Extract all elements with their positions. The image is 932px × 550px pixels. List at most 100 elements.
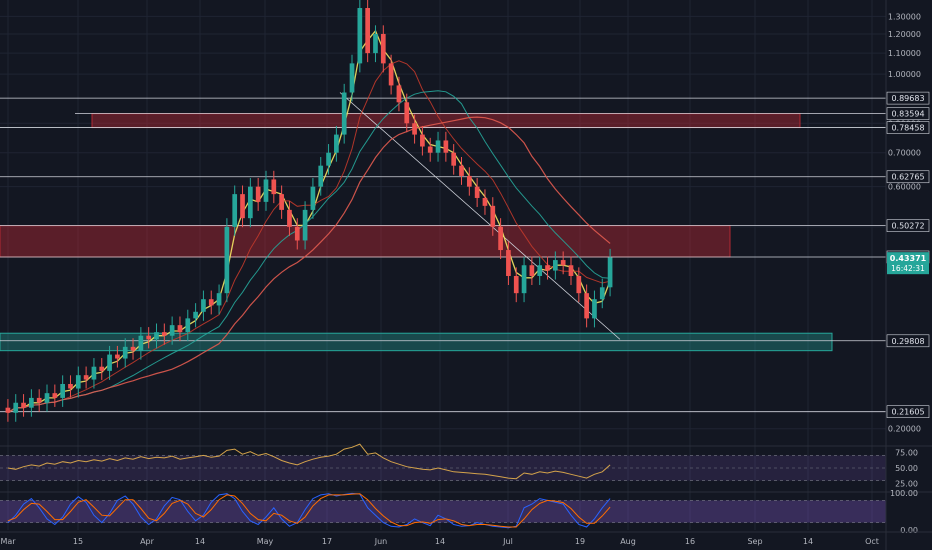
candle-body bbox=[232, 194, 238, 227]
price-line-label-box bbox=[886, 170, 930, 184]
candle-body bbox=[443, 140, 449, 153]
price-line-label-box bbox=[886, 219, 930, 232]
candle-body bbox=[513, 275, 519, 294]
candle-body bbox=[302, 209, 308, 241]
stoch-d-line bbox=[7, 493, 611, 528]
candle-body bbox=[91, 366, 97, 380]
candle-body bbox=[248, 186, 253, 219]
x-tick-label: Aug bbox=[620, 537, 636, 546]
x-tick-label: Apr bbox=[140, 537, 155, 546]
candle-body bbox=[560, 260, 566, 266]
rsi-tick-label: 50.00 bbox=[895, 464, 918, 473]
support-zone bbox=[0, 332, 833, 352]
x-tick-label: May bbox=[257, 537, 274, 546]
stoch-tick-label: 100.00 bbox=[890, 489, 918, 498]
candle-body bbox=[201, 299, 206, 312]
candle-body bbox=[474, 186, 480, 198]
y-tick-label: 1.30000 bbox=[888, 12, 921, 21]
candle-body bbox=[599, 287, 605, 300]
candle-body bbox=[263, 179, 269, 202]
candle-body bbox=[44, 393, 50, 403]
x-tick-label: 14 bbox=[803, 537, 813, 546]
candle-body bbox=[29, 397, 34, 408]
candle-body bbox=[357, 8, 363, 64]
x-tick-label: Jul bbox=[502, 537, 513, 546]
trend-line bbox=[339, 92, 621, 340]
price-line-label-box bbox=[886, 334, 930, 348]
rsi-panel: 75.00 50.00 25.00 bbox=[0, 443, 932, 489]
resistance-zone bbox=[91, 113, 801, 129]
current-price-label: 0.43371 bbox=[890, 254, 927, 263]
price-line-label-box bbox=[886, 121, 930, 134]
candle-body bbox=[169, 325, 175, 336]
price-line-label: 0.83594 bbox=[891, 110, 924, 119]
y-tick-label: 0.60000 bbox=[888, 183, 921, 192]
candle-body bbox=[584, 293, 589, 319]
candle-body bbox=[60, 383, 65, 398]
price-axis-labels: 1.300001.200001.100001.000000.800000.700… bbox=[886, 12, 930, 434]
candlestick-series bbox=[5, 0, 613, 422]
rsi-tick-label: 75.00 bbox=[895, 448, 918, 457]
price-line-label: 0.78458 bbox=[891, 124, 924, 133]
y-tick-label: 1.00000 bbox=[888, 70, 921, 79]
candle-body bbox=[521, 265, 527, 294]
candle-body bbox=[498, 226, 503, 251]
y-tick-label: 0.70000 bbox=[888, 149, 921, 158]
candle-body bbox=[576, 275, 582, 294]
candle-body bbox=[287, 209, 292, 227]
candle-body bbox=[545, 265, 550, 271]
ma-medium-line bbox=[7, 60, 611, 414]
candle-body bbox=[380, 33, 386, 64]
candle-body bbox=[310, 186, 316, 210]
candle-body bbox=[318, 165, 324, 187]
candle-body bbox=[154, 332, 159, 340]
stoch-k-line bbox=[7, 492, 611, 529]
candle-body bbox=[388, 63, 394, 86]
x-tick-label: 14 bbox=[435, 537, 445, 546]
candle-body bbox=[216, 293, 222, 306]
chart-grid bbox=[0, 0, 886, 530]
stoch-band bbox=[0, 500, 886, 523]
candle-body bbox=[21, 402, 26, 408]
candle-body bbox=[537, 265, 543, 276]
candle-body bbox=[255, 186, 261, 202]
candle-body bbox=[435, 140, 441, 153]
y-tick-label: 0.20000 bbox=[888, 425, 921, 434]
stoch-rsi-panel: 100.00 0.00 bbox=[0, 489, 932, 535]
x-tick-label: Oct bbox=[865, 537, 879, 546]
x-tick-label: Sep bbox=[747, 537, 762, 546]
candle-body bbox=[240, 194, 245, 219]
candle-body bbox=[326, 152, 331, 166]
candle-body bbox=[334, 134, 339, 153]
candle-body bbox=[529, 265, 535, 276]
candle-body bbox=[99, 366, 105, 371]
ma-long-line bbox=[7, 116, 611, 414]
candle-body bbox=[568, 265, 574, 276]
candle-body bbox=[466, 175, 472, 187]
candle-body bbox=[52, 393, 58, 398]
stoch-tick-label: 0.00 bbox=[900, 526, 918, 535]
candle-body bbox=[161, 332, 167, 336]
price-line-label: 0.50272 bbox=[891, 222, 924, 231]
candle-body bbox=[138, 335, 144, 351]
candle-body bbox=[451, 152, 457, 166]
candle-body bbox=[482, 197, 488, 206]
x-tick-label: 15 bbox=[73, 537, 83, 546]
candle-body bbox=[130, 346, 136, 351]
candle-body bbox=[373, 33, 378, 54]
x-tick-label: Mar bbox=[0, 537, 16, 546]
candle-body bbox=[75, 375, 81, 389]
candle-body bbox=[208, 299, 214, 306]
candle-body bbox=[592, 299, 597, 319]
candle-body bbox=[146, 335, 152, 340]
current-price-box bbox=[887, 252, 929, 275]
price-line-label-box bbox=[886, 107, 930, 120]
candle-body bbox=[122, 346, 128, 359]
candle-body bbox=[427, 146, 433, 153]
price-line-label-box bbox=[886, 91, 930, 105]
candle-body bbox=[607, 257, 613, 288]
price-line-label: 0.89683 bbox=[891, 94, 924, 103]
candle-body bbox=[341, 92, 347, 135]
